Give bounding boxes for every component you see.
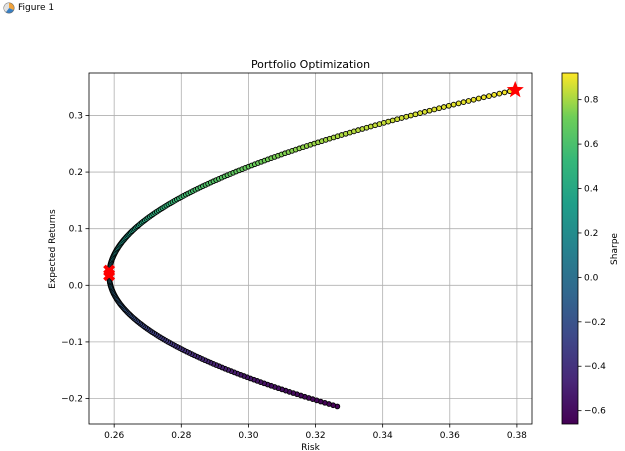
frontier-point <box>431 106 438 113</box>
special-markers <box>103 81 524 282</box>
frontier-point <box>398 115 405 121</box>
x-tick-label: 0.34 <box>373 431 393 441</box>
grid <box>89 73 532 424</box>
frontier-point <box>455 100 462 107</box>
x-axis-ticks: 0.26 0.28 0.30 0.32 0.34 0.36 0.38 <box>104 424 527 441</box>
y-tick-label: 0.1 <box>69 225 83 235</box>
colorbar-ticks: −0.6 −0.4 −0.2 0.0 0.2 0.4 0.6 0.8 <box>578 96 606 417</box>
min-volatility-x-marker <box>103 264 116 277</box>
frontier-point <box>417 110 423 116</box>
frontier-points <box>106 87 519 410</box>
max-sharpe-star-marker <box>506 81 524 98</box>
y-tick-label: −0.2 <box>61 395 83 405</box>
plot-frame <box>88 72 533 425</box>
colorbar-tick-label: 0.6 <box>584 140 599 150</box>
x-tick-label: 0.26 <box>104 431 124 441</box>
y-tick-label: 0.3 <box>69 111 83 121</box>
frontier-point <box>394 116 401 123</box>
colorbar-tick-label: 0.2 <box>584 229 598 239</box>
window-titlebar: Figure 1 <box>0 0 625 18</box>
y-tick-label: 0.0 <box>69 281 84 291</box>
frontier-point <box>480 94 487 101</box>
matplotlib-figure-icon <box>3 2 15 14</box>
frontier-point <box>470 96 477 103</box>
y-tick-label: 0.2 <box>69 168 83 178</box>
frontier-point <box>445 102 452 109</box>
colorbar-tick-label: −0.4 <box>584 362 606 372</box>
colorbar-tick-label: −0.2 <box>584 318 606 328</box>
x-axis-label: Risk <box>301 443 320 451</box>
y-axis-label: Expected Returns <box>48 209 58 289</box>
x-tick-label: 0.36 <box>440 431 460 441</box>
x-tick-label: 0.28 <box>171 431 191 441</box>
window-title: Figure 1 <box>18 3 55 13</box>
colorbar-label: Sharpe <box>610 233 620 265</box>
frontier-point <box>412 111 419 118</box>
frontier-point <box>441 104 447 110</box>
colorbar <box>561 72 579 425</box>
frontier-point <box>403 113 410 120</box>
colorbar-tick-label: 0.4 <box>584 185 599 195</box>
frontier-point <box>460 99 467 106</box>
frontier-point <box>501 89 508 96</box>
frontier-point <box>436 105 442 112</box>
y-axis-ticks: −0.2 −0.1 0.0 0.1 0.2 0.3 <box>61 111 89 405</box>
colorbar-tick-label: 0.8 <box>584 96 599 106</box>
y-tick-label: −0.1 <box>61 338 83 348</box>
frontier-point <box>450 101 457 108</box>
x-tick-label: 0.32 <box>306 431 326 441</box>
frontier-point <box>407 112 414 119</box>
x-tick-label: 0.30 <box>238 431 258 441</box>
chart-title: Portfolio Optimization <box>251 58 370 71</box>
frontier-point <box>486 93 492 99</box>
frontier-point <box>475 95 482 102</box>
x-tick-label: 0.38 <box>507 431 527 441</box>
frontier-point <box>465 98 472 104</box>
frontier-point <box>421 109 428 115</box>
frontier-point <box>491 92 497 98</box>
frontier-point <box>426 107 433 114</box>
frontier-point <box>496 90 503 97</box>
colorbar-tick-label: −0.6 <box>584 407 606 417</box>
colorbar-tick-label: 0.0 <box>584 273 599 283</box>
